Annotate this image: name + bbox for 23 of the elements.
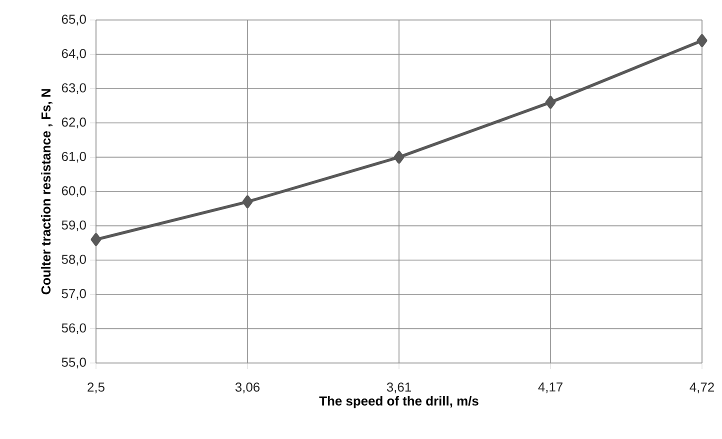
y-tick-label: 65,0 <box>62 14 86 26</box>
y-axis-title: Coulter traction resistance , Fs, N <box>41 89 52 294</box>
x-axis-title: The speed of the drill, m/s <box>319 396 478 408</box>
x-tick-label: 3,06 <box>235 382 260 394</box>
point <box>696 34 708 48</box>
point <box>90 233 102 246</box>
x-tick-label: 4,17 <box>538 382 562 394</box>
y-tick-label: 57,0 <box>62 289 86 300</box>
y-tick-label: 64,0 <box>62 48 86 60</box>
x-tick-label: 2,5 <box>88 382 104 394</box>
y-tick-label: 60,0 <box>62 186 86 197</box>
y-tick-label: 58,0 <box>62 254 86 266</box>
y-tick-label: 61,0 <box>62 152 86 163</box>
y-tick-label: 62,0 <box>62 118 86 128</box>
point <box>545 96 556 109</box>
x-tick-label: 4,72 <box>690 382 714 394</box>
point <box>394 150 404 164</box>
y-tick-label: 63,0 <box>62 83 86 94</box>
point <box>242 195 253 208</box>
x-tick-label: 3,61 <box>386 382 411 394</box>
y-tick-label: 59,0 <box>62 220 86 232</box>
y-tick-label: 55,0 <box>62 358 86 368</box>
y-tick-label: 56,0 <box>62 323 86 334</box>
